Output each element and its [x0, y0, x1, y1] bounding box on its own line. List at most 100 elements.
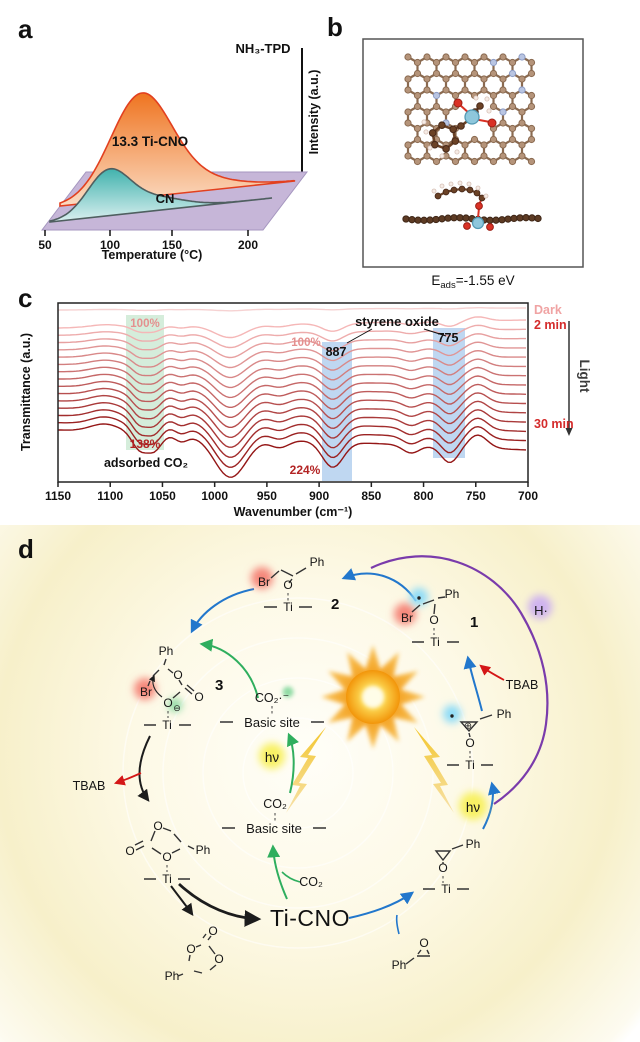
axis-tick-label: 950	[257, 489, 277, 503]
basic-site-label: Basic site	[244, 715, 300, 730]
legend-dark: Dark	[534, 303, 562, 317]
spectrum-line	[58, 349, 526, 379]
arrow-2-to-3	[190, 588, 255, 634]
background-halo-circles	[122, 597, 474, 949]
panel-c-frame	[57, 302, 529, 483]
arrow-3-to-carbonate	[137, 735, 151, 802]
atom-label: O	[163, 696, 172, 710]
atom-label: Ti	[430, 635, 440, 649]
arrow-co2-radical-to-3	[199, 638, 259, 699]
h-radical-label: H·	[534, 603, 548, 618]
panel-label-c: c	[18, 285, 32, 313]
co2-label: CO₂	[263, 797, 287, 811]
atom-label: Ti	[162, 718, 172, 732]
axis-tick-label: 1000	[201, 489, 228, 503]
series-curve	[49, 167, 273, 223]
sun-icon	[321, 645, 425, 749]
hv-label: hν	[466, 800, 481, 815]
tbab-label-right: TBAB	[506, 678, 539, 692]
lightning-bolt-left-icon	[286, 727, 326, 813]
lightning-bolt-right-icon	[414, 727, 454, 813]
band-775-highlight	[433, 328, 465, 458]
atom-label: Br	[140, 685, 152, 699]
arrow-epoxide-to-radical-cation	[482, 781, 501, 830]
spectrum-line	[58, 324, 526, 349]
atom-label: O	[186, 942, 195, 956]
panel-a-x-ticks: 50 100 150 200	[38, 230, 258, 252]
species-number: 3	[215, 677, 223, 694]
atom-label: Ti	[441, 882, 451, 896]
species-number: 1	[470, 614, 478, 631]
panel-c-x-ticks: 1150 1100 1050 1000 950 900 850 800 750 700	[45, 482, 538, 503]
panel-c-x-axis-label: Wavenumber (cm⁻¹)	[234, 505, 353, 519]
atom-label: O	[429, 613, 438, 627]
spectrum-line	[58, 341, 526, 369]
legend-30min: 30 min	[534, 417, 574, 431]
annotation-adsorbed-co2: adsorbed CO₂	[104, 456, 188, 470]
annotation-styrene-oxide: styrene oxide	[355, 314, 439, 329]
spectrum-line	[58, 423, 527, 478]
curly-arrow-intramolecular	[148, 674, 163, 698]
atom-label: O	[438, 861, 447, 875]
legend-2min: 2 min	[534, 318, 567, 332]
atom-label: Ti	[465, 758, 475, 772]
species-1-structure: Ph Br O Ti 1	[394, 587, 478, 649]
axis-tick-label: 1050	[149, 489, 176, 503]
co2-basic-site: CO₂ Basic site	[222, 797, 326, 836]
cyclic-carbonate-on-ti-structure: O O O Ph Ti	[125, 819, 210, 886]
band-887-highlight	[322, 342, 352, 481]
spectrum-line	[58, 333, 526, 359]
tbab-label-left: TBAB	[73, 779, 106, 793]
charge-label: ⊕	[464, 721, 472, 732]
axis-tick-label: 1100	[97, 489, 123, 503]
styrene-oxide-pointer-right	[423, 328, 447, 337]
arrow-radical-cation-to-1	[463, 655, 483, 712]
atom-label: Ph	[196, 843, 211, 857]
spectrum-line	[58, 409, 527, 458]
axis-tick-label: 700	[518, 489, 538, 503]
axis-tick-label: 900	[309, 489, 329, 503]
arrow-to-free-carbonate	[170, 885, 194, 916]
spectrum-line	[58, 358, 526, 389]
panel-d-mechanism-diagram: d Ph Br O Ti 2 Ph Br O	[18, 534, 552, 983]
atom-label: O	[173, 668, 182, 682]
axis-tick-label: 150	[162, 238, 182, 252]
panel-a-series-curves	[49, 92, 296, 223]
co2-radical-label: CO₂·⁻	[255, 691, 289, 705]
atom-label: O	[208, 924, 217, 938]
atom-label: O	[125, 844, 134, 858]
atom-label: Br	[401, 611, 413, 625]
annotation-775: 775	[438, 331, 459, 345]
ti-cno-label: Ti-CNO	[270, 905, 350, 931]
axis-tick-label: 200	[238, 238, 258, 252]
h-radical-cycle-arc	[370, 555, 549, 805]
atom-label: Ph	[165, 969, 180, 983]
panel-b-frame	[362, 38, 584, 268]
atom-label: Ph	[445, 587, 460, 601]
spectrum-line	[58, 394, 527, 439]
free-styrene-oxide-structure: O Ph	[392, 936, 430, 972]
spectrum-line	[58, 401, 527, 448]
annotation-887: 887	[326, 345, 347, 359]
basic-site-label: Basic site	[246, 821, 302, 836]
arrow-styrene-oxide-branch	[395, 914, 400, 935]
atom-label: Ti	[283, 600, 293, 614]
arrow-co2-to-basic-site	[267, 844, 288, 900]
atom-label: O	[162, 850, 171, 864]
arrow-co2-activation	[286, 732, 299, 794]
axis-tick-label: 850	[361, 489, 381, 503]
epoxide-radical-cation-structure: ⊕ Ph O Ti	[443, 705, 511, 772]
annotation-224pct: 224%	[290, 463, 321, 477]
atom-label: Ph	[159, 644, 174, 658]
legend-light: Light	[577, 360, 592, 393]
free-styrene-carbonate-structure: O O O Ph	[165, 924, 224, 983]
annotation-138pct: 138%	[130, 437, 161, 451]
arrow-ti-cno-to-epoxide	[348, 891, 415, 919]
adsorbed-co2-band-highlight	[126, 315, 164, 450]
spectrum-line	[58, 416, 527, 468]
species-3-structure: Ph Br O O O ⊖ Ti 3	[134, 644, 223, 732]
co2-radical-basic-site: CO₂·⁻ Basic site	[220, 686, 324, 730]
spectrum-line	[58, 366, 526, 399]
axis-tick-label: 100	[100, 238, 120, 252]
